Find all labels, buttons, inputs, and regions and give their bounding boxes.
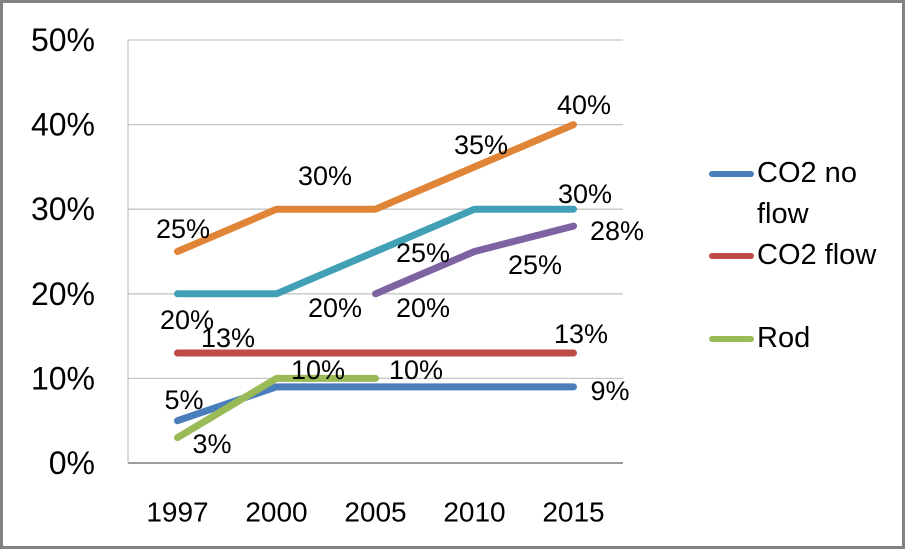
data-label: 20%: [308, 293, 362, 323]
legend-label: CO2 flow: [757, 239, 877, 271]
x-axis-tick-label: 2015: [542, 497, 604, 528]
legend-swatch-co2-no-flow: [709, 171, 754, 177]
data-label: 25%: [156, 214, 210, 244]
y-axis-tick-label: 30%: [31, 191, 95, 227]
data-label: 5%: [164, 385, 203, 415]
line-chart: 0% 10% 20% 30% 40% 50% 1997 2000 2005 2010 2015 5% 9…: [31, 22, 644, 528]
series-line-3: [372, 222, 577, 298]
data-label: 28%: [590, 216, 644, 246]
series-line-4: [174, 205, 577, 298]
series-line-2: [174, 374, 379, 442]
legend-item-co2-flow: CO2 flow: [709, 235, 901, 276]
y-axis-tick-label: 0%: [49, 445, 95, 481]
legend-swatch-co2-flow: [709, 253, 754, 259]
data-label: 40%: [557, 90, 611, 120]
chart-legend: CO2 no flow CO2 flow Rod: [709, 153, 901, 359]
data-label: 13%: [554, 319, 608, 349]
series-line-5: [174, 121, 577, 255]
x-axis-tick-label: 1997: [146, 497, 208, 528]
data-label: 35%: [454, 130, 508, 160]
data-label: 25%: [396, 238, 450, 268]
y-axis-tick-label: 20%: [31, 276, 95, 312]
data-label: 9%: [590, 376, 629, 406]
data-label: 20%: [160, 305, 214, 335]
data-label: 10%: [291, 355, 345, 385]
y-axis-tick-label: 40%: [31, 107, 95, 143]
x-axis-tick-label: 2000: [245, 497, 307, 528]
legend-item-rod: Rod: [709, 318, 901, 359]
legend-label: CO2 no flow: [757, 157, 857, 230]
data-label: 20%: [396, 293, 450, 323]
x-axis-tick-label: 2010: [443, 497, 505, 528]
y-axis-tick-label: 10%: [31, 360, 95, 396]
data-label: 13%: [201, 323, 255, 353]
data-label: 30%: [558, 179, 612, 209]
data-label: 30%: [298, 161, 352, 191]
x-axis-tick-label: 2005: [344, 497, 406, 528]
data-label: 3%: [192, 429, 231, 459]
legend-swatch-rod: [709, 336, 754, 342]
legend-label: Rod: [757, 322, 811, 354]
data-label: 10%: [389, 355, 443, 385]
legend-item-co2-no-flow: CO2 no flow: [709, 153, 901, 235]
data-label: 25%: [508, 250, 562, 280]
y-axis-tick-label: 50%: [31, 22, 95, 58]
